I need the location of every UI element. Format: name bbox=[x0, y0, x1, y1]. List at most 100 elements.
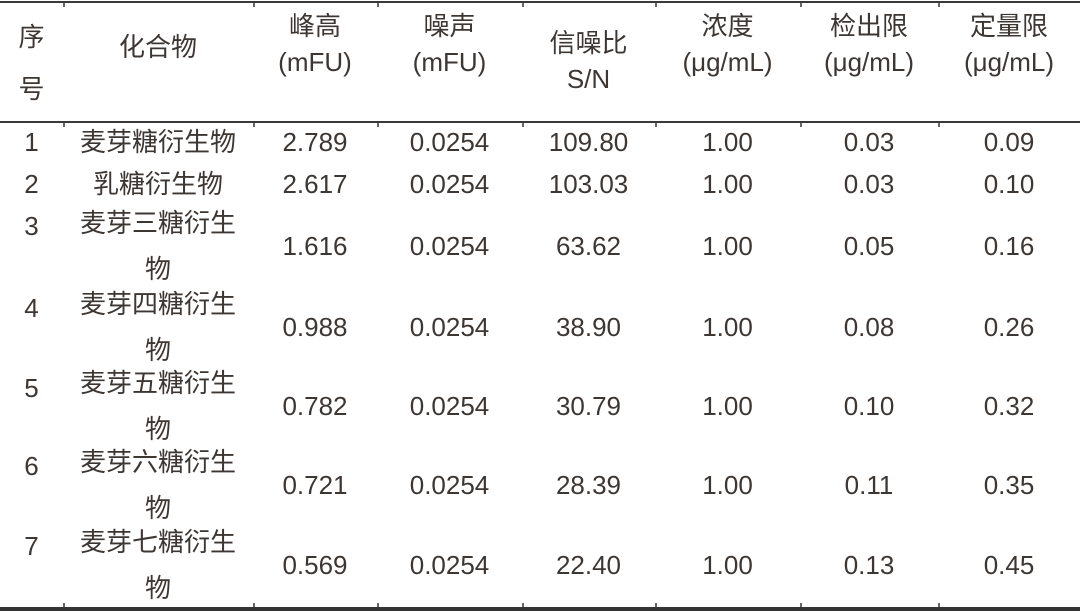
column-divider-tick bbox=[938, 123, 940, 127]
column-divider-tick bbox=[655, 603, 657, 607]
row-3-index: 3 bbox=[24, 211, 39, 241]
header-loq: 定量限 (μg/mL) bbox=[938, 3, 1080, 121]
row-4-lod: 0.08 bbox=[843, 312, 895, 342]
header-snr-line-2: S/N bbox=[566, 64, 611, 94]
header-concentration-line-1: 浓度 bbox=[701, 11, 754, 41]
column-divider-tick bbox=[655, 3, 657, 7]
row-7-peak_height: 0.569 bbox=[282, 550, 348, 580]
header-peak_height-line-1: 峰高 bbox=[288, 11, 341, 41]
column-divider-tick bbox=[377, 603, 379, 607]
row-4-concentration: 1.00 bbox=[702, 312, 753, 342]
row-2-peak_height: 2.617 bbox=[282, 169, 348, 199]
header-lod-line-2: (μg/mL) bbox=[823, 47, 915, 77]
lod-loq-table: 序号 化合物 峰高 (mFU) 噪声 (mFU) 信噪比 S/N 浓度 (μg/mL) 检出限 (μg… bbox=[0, 3, 1080, 605]
row-5-noise: 0.0254 bbox=[409, 391, 490, 421]
header-index-line-2: 号 bbox=[18, 74, 45, 104]
row-7-index: 7 bbox=[24, 531, 39, 561]
column-divider-tick bbox=[938, 3, 940, 7]
row-6-peak_height: 0.721 bbox=[282, 470, 348, 500]
row-4-noise: 0.0254 bbox=[409, 312, 490, 342]
compound-name: 麦芽三糖衍生物 bbox=[79, 208, 236, 284]
column-divider-tick bbox=[800, 3, 802, 7]
row-2-snr: 103.03 bbox=[548, 169, 629, 199]
row-5-index: 5 bbox=[24, 373, 39, 403]
header-noise-line-2: (mFU) bbox=[412, 47, 487, 77]
header-peak_height-line-2: (mFU) bbox=[278, 47, 352, 77]
row-3-concentration: 1.00 bbox=[702, 231, 753, 261]
row-4-peak_height: 0.988 bbox=[282, 312, 348, 342]
column-divider-tick bbox=[63, 123, 65, 127]
row-4-index: 4 bbox=[24, 293, 39, 323]
column-divider-tick bbox=[522, 603, 524, 607]
row-3-peak_height: 1.616 bbox=[282, 231, 348, 261]
row-3-noise: 0.0254 bbox=[409, 231, 490, 261]
row-7-concentration: 1.00 bbox=[702, 550, 753, 580]
row-2-lod: 0.03 bbox=[843, 169, 895, 199]
row-4-loq: 0.26 bbox=[983, 312, 1035, 342]
header-index: 序号 bbox=[0, 3, 63, 121]
row-2-noise: 0.0254 bbox=[409, 169, 490, 199]
row-2-concentration: 1.00 bbox=[702, 169, 753, 199]
row-1-snr: 109.80 bbox=[548, 127, 629, 157]
row-7-lod: 0.13 bbox=[843, 550, 895, 580]
column-divider-tick bbox=[253, 123, 255, 127]
row-6-concentration: 1.00 bbox=[702, 470, 753, 500]
compound-name: 麦芽五糖衍生物 bbox=[79, 368, 236, 444]
row-1-lod: 0.03 bbox=[843, 127, 895, 157]
column-divider-tick bbox=[938, 603, 940, 607]
row-5-snr: 30.79 bbox=[555, 391, 622, 421]
row-2-index: 2 bbox=[24, 169, 39, 199]
row-2-compound: 乳糖衍生物 bbox=[63, 163, 253, 205]
header-concentration-line-2: (μg/mL) bbox=[682, 47, 773, 77]
row-6-index: 6 bbox=[24, 451, 39, 481]
column-divider-tick bbox=[655, 123, 657, 127]
row-7-loq: 0.45 bbox=[983, 550, 1035, 580]
header-concentration: 浓度 (μg/mL) bbox=[655, 3, 800, 121]
row-3-snr: 63.62 bbox=[555, 231, 622, 261]
header-compound: 化合物 bbox=[63, 3, 253, 121]
compound-name: 乳糖衍生物 bbox=[92, 169, 223, 199]
table-header-separator bbox=[0, 121, 1080, 123]
row-5-loq: 0.32 bbox=[983, 391, 1035, 421]
header-lod-line-1: 检出限 bbox=[829, 11, 908, 41]
column-divider-tick bbox=[800, 603, 802, 607]
row-1-loq: 0.09 bbox=[983, 127, 1035, 157]
row-4-compound: 麦芽四糖衍生物 bbox=[63, 287, 253, 367]
row-6-loq: 0.35 bbox=[983, 470, 1035, 500]
header-loq-line-2: (μg/mL) bbox=[963, 47, 1055, 77]
row-6-snr: 28.39 bbox=[555, 470, 622, 500]
row-5-peak_height: 0.782 bbox=[282, 391, 348, 421]
row-1-index: 1 bbox=[24, 127, 39, 157]
column-divider-tick bbox=[800, 123, 802, 127]
row-5-concentration: 1.00 bbox=[702, 391, 753, 421]
compound-name: 麦芽四糖衍生物 bbox=[79, 289, 236, 365]
table-top-border bbox=[0, 1, 1080, 3]
column-divider-tick bbox=[253, 3, 255, 7]
header-snr-line-1: 信噪比 bbox=[549, 28, 628, 58]
row-3-lod: 0.05 bbox=[843, 231, 895, 261]
table-bottom-border bbox=[0, 607, 1080, 611]
row-1-noise: 0.0254 bbox=[409, 127, 490, 157]
header-peak_height: 峰高 (mFU) bbox=[253, 3, 377, 121]
header-noise-line-1: 噪声 bbox=[423, 11, 476, 41]
compound-name: 麦芽七糖衍生物 bbox=[79, 527, 236, 603]
row-3-loq: 0.16 bbox=[983, 231, 1035, 261]
row-1-concentration: 1.00 bbox=[702, 127, 753, 157]
row-1-compound: 麦芽糖衍生物 bbox=[63, 121, 253, 163]
header-compound-line-1: 化合物 bbox=[118, 32, 197, 62]
compound-name: 麦芽糖衍生物 bbox=[79, 127, 236, 157]
header-noise: 噪声 (mFU) bbox=[377, 3, 522, 121]
row-4-snr: 38.90 bbox=[555, 312, 622, 342]
column-divider-tick bbox=[377, 3, 379, 7]
header-index-line-1: 序 bbox=[18, 22, 45, 52]
column-divider-tick bbox=[253, 603, 255, 607]
header-lod: 检出限 (μg/mL) bbox=[800, 3, 938, 121]
row-6-lod: 0.11 bbox=[844, 470, 894, 500]
row-6-compound: 麦芽六糖衍生物 bbox=[63, 445, 253, 525]
row-7-compound: 麦芽七糖衍生物 bbox=[63, 525, 253, 605]
row-1-peak_height: 2.789 bbox=[282, 127, 348, 157]
column-divider-tick bbox=[63, 603, 65, 607]
column-divider-tick bbox=[522, 123, 524, 127]
header-snr: 信噪比 S/N bbox=[522, 3, 655, 121]
